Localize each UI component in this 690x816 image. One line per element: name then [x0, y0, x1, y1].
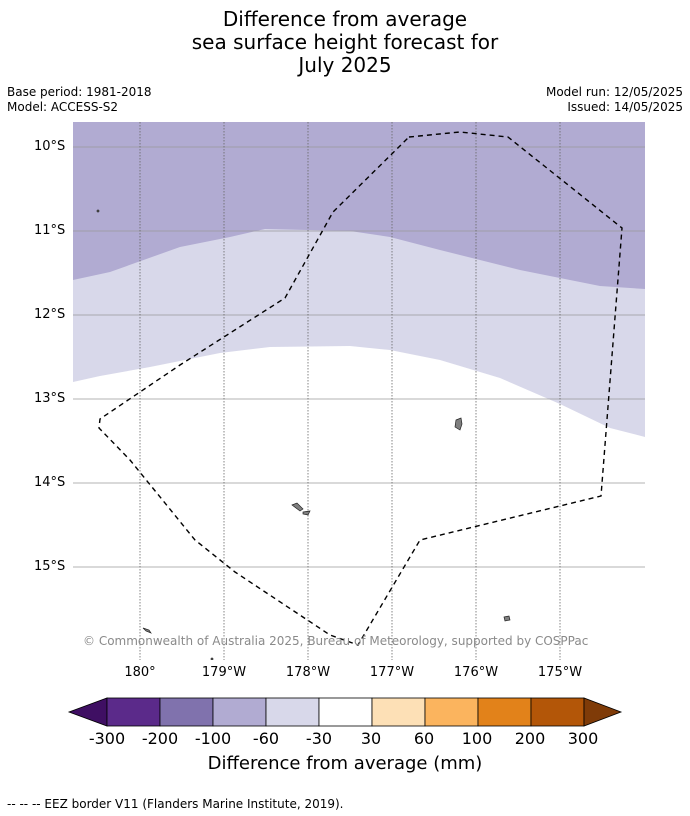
colorbar-tick-label: 300	[567, 729, 599, 748]
lat-label: 12°S	[34, 307, 66, 322]
colorbar-extend-low	[67, 697, 108, 727]
colorbar-cell	[424, 697, 479, 727]
lat-label: 10°S	[34, 139, 66, 154]
colorbar-cell	[318, 697, 373, 727]
colorbar-cell	[212, 697, 267, 727]
colorbar-cells	[67, 697, 623, 727]
colorbar-title: Difference from average (mm)	[207, 753, 483, 774]
latitude-gridlines	[73, 146, 645, 568]
colorbar	[67, 697, 623, 727]
colorbar-cell	[530, 697, 585, 727]
lat-label: 11°S	[34, 223, 66, 238]
longitude-gridlines	[139, 122, 561, 660]
lon-label: 176°W	[453, 665, 499, 680]
base-period-info: Base period: 1981-2018 Model: ACCESS-S2	[7, 85, 152, 115]
colorbar-tick-label: -100	[194, 729, 232, 748]
lon-label: 178°W	[285, 665, 331, 680]
island	[210, 657, 214, 660]
islands	[96, 209, 511, 660]
island	[454, 417, 463, 431]
map-panel	[73, 122, 645, 660]
island	[503, 615, 511, 622]
colorbar-tick-label: 100	[461, 729, 493, 748]
issued-date: Issued: 14/05/2025	[567, 100, 683, 114]
colorbar-tick-label: 200	[514, 729, 546, 748]
colorbar-cell	[159, 697, 214, 727]
copyright-notice: © Commonwealth of Australia 2025, Bureau…	[83, 634, 589, 648]
island	[291, 502, 304, 512]
model-run-info: Model run: 12/05/2025 Issued: 14/05/2025	[546, 85, 683, 115]
colorbar-tick-label: -300	[88, 729, 126, 748]
lat-label: 13°S	[34, 391, 66, 406]
title-line-3: July 2025	[298, 53, 392, 77]
eez-border	[98, 131, 623, 646]
colorbar-tick-label: 60	[413, 729, 435, 748]
colorbar-tick-label: -200	[141, 729, 179, 748]
lat-label: 14°S	[34, 475, 66, 490]
island	[302, 510, 311, 516]
colorbar-cell	[106, 697, 161, 727]
island	[96, 209, 100, 213]
model-run: Model run: 12/05/2025	[545, 85, 683, 99]
colorbar-tick-label: -30	[305, 729, 333, 748]
lon-label: 180°	[124, 665, 156, 680]
lon-label: 177°W	[369, 665, 415, 680]
colorbar-tick-label: 30	[360, 729, 382, 748]
colorbar-tick-label: -60	[252, 729, 280, 748]
island	[142, 627, 152, 634]
anomaly-band-darker	[73, 122, 645, 289]
lon-label: 179°W	[201, 665, 247, 680]
colorbar-cell	[371, 697, 426, 727]
title-line-1: Difference from average	[222, 7, 468, 31]
base-period: Base period: 1981-2018	[7, 85, 152, 99]
colorbar-cell	[477, 697, 532, 727]
lat-label: 15°S	[34, 559, 66, 574]
lon-label: 175°W	[537, 665, 583, 680]
title-line-2: sea surface height forecast for	[191, 30, 499, 54]
eez-legend: -- -- -- EEZ border V11 (Flanders Marine…	[7, 797, 344, 811]
map-title: Difference from average sea surface heig…	[0, 8, 690, 77]
colorbar-extend-high	[583, 697, 623, 727]
colorbar-cell	[265, 697, 320, 727]
model-name: Model: ACCESS-S2	[7, 100, 119, 114]
